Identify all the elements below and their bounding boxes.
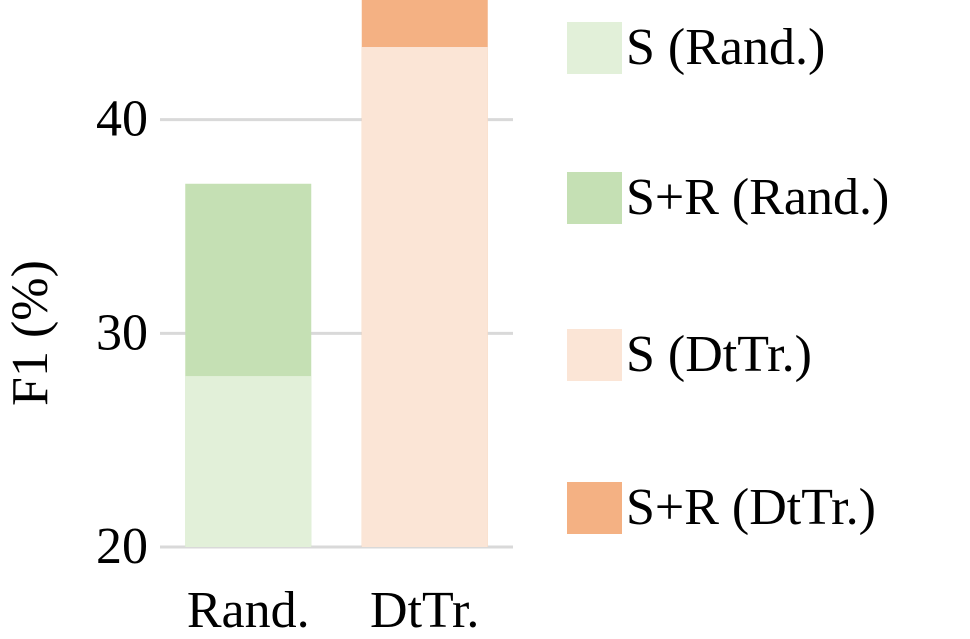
legend-label: S+R (DtTr.) [626, 479, 876, 536]
legend-label: S (Rand.) [626, 19, 825, 76]
bar [185, 376, 312, 547]
legend-swatch [567, 172, 622, 224]
y-axis-label: F1 (%) [2, 260, 59, 406]
legend-label: S (DtTr.) [626, 326, 812, 383]
legend-label: S+R (Rand.) [626, 169, 889, 226]
bar [361, 47, 488, 547]
y-tick-label: 30 [96, 304, 148, 361]
legend-swatch [567, 329, 622, 381]
legend-swatch [567, 482, 622, 534]
x-tick-label: DtTr. [370, 582, 479, 639]
legend-swatch [567, 22, 622, 74]
y-tick-label: 20 [96, 518, 148, 575]
y-tick-label: 40 [96, 91, 148, 148]
x-tick-label: Rand. [187, 582, 310, 639]
